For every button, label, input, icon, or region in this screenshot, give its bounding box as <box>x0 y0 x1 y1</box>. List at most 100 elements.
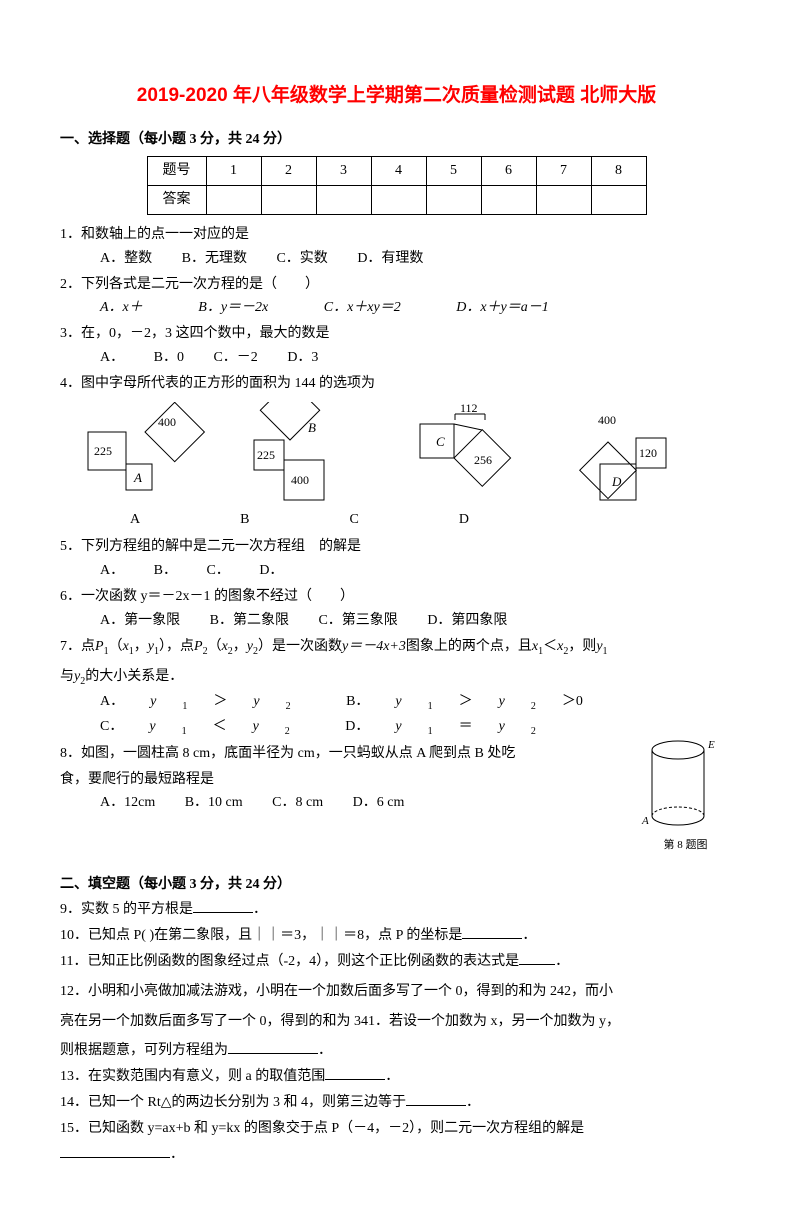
col-num: 2 <box>261 157 316 186</box>
page-title: 2019-2020 年八年级数学上学期第二次质量检测试题 北师大版 <box>60 80 733 112</box>
q6-options: A．第一象限 B．第二象限 C．第三象限 D．第四象限 <box>60 609 733 633</box>
question-3: 3．在，0，－2，3 这四个数中，最大的数是 <box>60 322 733 346</box>
opt-c: C．x＋xy＝2 <box>324 296 427 320</box>
q8-options: A．12cm B．10 cm C．8 cm D．6 cm <box>60 791 733 815</box>
diagram-d: 400 120 D <box>560 402 690 502</box>
question-12-line3: 则根据题意，可列方程组为． <box>60 1039 733 1063</box>
blank <box>462 924 522 939</box>
opt-d: D．有理数 <box>357 247 423 271</box>
opt-d: D．x＋y＝a－1 <box>456 296 575 320</box>
blank <box>325 1065 385 1080</box>
answer-cell <box>371 186 426 215</box>
answer-cell <box>316 186 371 215</box>
question-7-line1: 7．点P1（x1，y1），点P2（x2，y2）是一次函数y＝－4x+3图象上的两… <box>60 635 733 660</box>
q2-options: A．x＋ B．y＝－2x C．x＋xy＝2 D．x＋y＝a－1 <box>60 296 733 320</box>
answer-cell <box>426 186 481 215</box>
opt-b: B．y1＞y2＞0 <box>346 690 609 715</box>
question-14: 14．已知一个 Rt△的两边长分别为 3 和 4，则第三边等于． <box>60 1091 733 1115</box>
svg-text:400: 400 <box>158 415 176 429</box>
question-15-line1: 15．已知函数 y=ax+b 和 y=kx 的图象交于点 P（－4，－2），则二… <box>60 1117 733 1141</box>
question-1: 1．和数轴上的点一一对应的是 <box>60 223 733 247</box>
q7-options: A．y1＞y2 B．y1＞y2＞0 C．y1＜y2 D．y1＝y2 <box>60 690 733 740</box>
diagram-a: 400 225 A <box>80 402 210 502</box>
question-5: 5．下列方程组的解中是二元一次方程组 的解是 <box>60 535 733 559</box>
opt-d: D．y1＝y2 <box>345 715 562 740</box>
question-4: 4．图中字母所代表的正方形的面积为 144 的选项为 <box>60 372 733 396</box>
opt-a: A．整数 <box>100 247 152 271</box>
opt-d: D．3 <box>287 346 318 370</box>
opt-b: B．第二象限 <box>210 609 289 633</box>
opt-a: A．第一象限 <box>100 609 180 633</box>
col-num: 7 <box>536 157 591 186</box>
answer-cell <box>261 186 316 215</box>
opt-a: A． <box>100 346 124 370</box>
opt-a: A．y1＞y2 <box>100 690 317 715</box>
svg-text:B: B <box>308 420 316 435</box>
col-num: 1 <box>206 157 261 186</box>
col-num: 4 <box>371 157 426 186</box>
blank <box>228 1039 318 1054</box>
question-9: 9．实数 5 的平方根是． <box>60 898 733 922</box>
q4-letters: A B C D <box>60 508 733 532</box>
answer-cell <box>206 186 261 215</box>
opt-c: C．实数 <box>276 247 327 271</box>
col-num: 6 <box>481 157 536 186</box>
svg-text:A: A <box>133 470 142 485</box>
letter-c: C <box>349 508 358 532</box>
opt-d: D． <box>259 559 283 583</box>
table-row: 答案 <box>147 186 646 215</box>
svg-text:225: 225 <box>257 448 275 462</box>
opt-a: A．12cm <box>100 791 155 815</box>
opt-b: B．y＝－2x <box>198 296 294 320</box>
diagram-b: B 225 400 <box>240 402 370 502</box>
opt-a: A． <box>100 559 124 583</box>
col-num: 8 <box>591 157 646 186</box>
blank <box>406 1091 466 1106</box>
svg-text:D: D <box>611 474 622 489</box>
svg-text:400: 400 <box>598 413 616 427</box>
svg-text:A: A <box>641 815 649 827</box>
letter-a: A <box>130 508 140 532</box>
row-label: 题号 <box>147 157 206 186</box>
section1-header: 一、选择题（每小题 3 分，共 24 分） <box>60 128 733 152</box>
cylinder-caption: 第 8 题图 <box>638 836 733 855</box>
question-8-line2: 食，要爬行的最短路程是 <box>60 768 733 792</box>
opt-a: A．x＋ <box>100 296 169 320</box>
q5-options: A． B． C． D． <box>60 559 733 583</box>
table-row: 题号 1 2 3 4 5 6 7 8 <box>147 157 646 186</box>
svg-text:400: 400 <box>291 473 309 487</box>
svg-text:C: C <box>436 434 445 449</box>
opt-b: B． <box>154 559 177 583</box>
opt-c: C．－2 <box>213 346 257 370</box>
question-7-line2: 与y2的大小关系是． <box>60 665 733 690</box>
q1-options: A．整数 B．无理数 C．实数 D．有理数 <box>60 247 733 271</box>
question-6: 6．一次函数 y＝－2x－1 的图象不经过（ ） <box>60 585 733 609</box>
svg-text:225: 225 <box>94 444 112 458</box>
question-13: 13．在实数范围内有意义，则 a 的取值范围． <box>60 1065 733 1089</box>
question-2: 2．下列各式是二元一次方程的是（ ） <box>60 273 733 297</box>
letter-d: D <box>459 508 469 532</box>
col-num: 3 <box>316 157 371 186</box>
blank <box>60 1143 170 1158</box>
opt-c: C．y1＜y2 <box>100 715 316 740</box>
answer-cell <box>591 186 646 215</box>
blank <box>519 950 555 965</box>
answer-cell <box>536 186 591 215</box>
question-15-line2: ． <box>60 1143 733 1167</box>
row-label: 答案 <box>147 186 206 215</box>
opt-b: B．无理数 <box>182 247 247 271</box>
answer-cell <box>481 186 536 215</box>
svg-text:120: 120 <box>639 446 657 460</box>
svg-text:256: 256 <box>474 453 492 467</box>
question-12-line1: 12．小明和小亮做加减法游戏，小明在一个加数后面多写了一个 0，得到的和为 24… <box>60 980 733 1004</box>
svg-text:112: 112 <box>460 402 478 415</box>
q4-diagrams: 400 225 A B 225 400 112 C 256 400 120 D <box>80 402 733 502</box>
col-num: 5 <box>426 157 481 186</box>
svg-text:E: E <box>707 739 715 751</box>
q3-options: A． B．0 C．－2 D．3 <box>60 346 733 370</box>
question-12-line2: 亮在另一个加数后面多写了一个 0，得到的和为 341．若设一个加数为 x，另一个… <box>60 1010 733 1034</box>
diagram-c: 112 C 256 <box>400 402 530 502</box>
opt-c: C．第三象限 <box>318 609 397 633</box>
answer-table: 题号 1 2 3 4 5 6 7 8 答案 <box>147 156 647 215</box>
letter-b: B <box>240 508 249 532</box>
